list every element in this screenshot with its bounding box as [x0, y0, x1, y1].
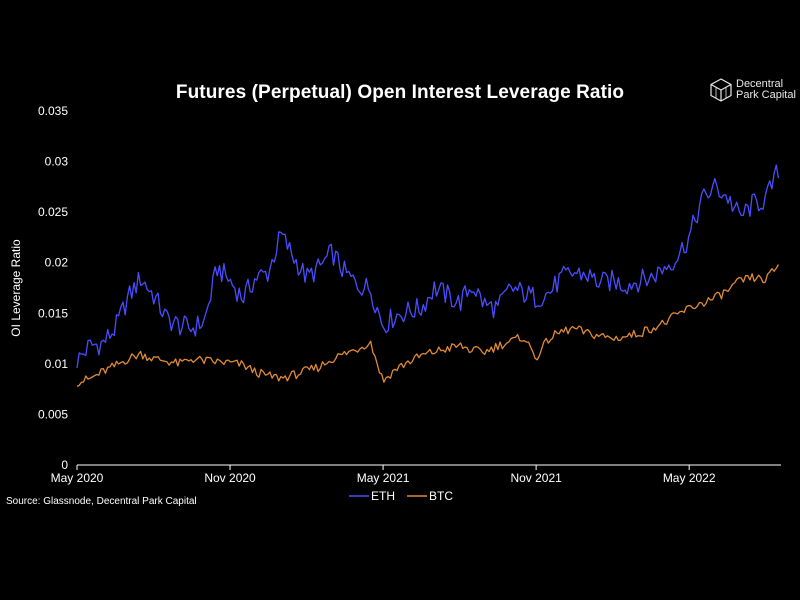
y-tick-label: 0.025: [38, 205, 68, 219]
source-note: Source: Glassnode, Decentral Park Capita…: [6, 496, 197, 507]
brand-line-1: Decentral: [736, 78, 784, 90]
brand-name: Decentral Park Capital: [736, 79, 796, 101]
brand-line-2: Park Capital: [736, 89, 796, 101]
legend-label-btc: BTC: [429, 489, 453, 503]
x-tick-label: Nov 2020: [204, 471, 256, 485]
y-tick-label: 0: [61, 458, 68, 472]
x-tick-label: May 2020: [51, 471, 104, 485]
series-line-btc: [76, 264, 779, 387]
series-line-eth: [76, 164, 780, 368]
x-tick-label: May 2021: [357, 471, 410, 485]
cube-logo-icon: [710, 78, 732, 102]
chart-title: Futures (Perpetual) Open Interest Levera…: [175, 82, 625, 103]
legend-label-eth: ETH: [371, 489, 395, 503]
y-tick-label: 0.03: [45, 155, 69, 169]
x-tick-label: May 2022: [663, 471, 716, 485]
y-tick-label: 0.01: [45, 357, 69, 371]
y-tick-label: 0.015: [38, 306, 68, 320]
y-tick-label: 0.02: [45, 256, 69, 270]
brand-logo: Decentral Park Capital: [710, 78, 796, 102]
x-tick-label: Nov 2021: [510, 471, 562, 485]
y-tick-label: 0.005: [38, 407, 68, 421]
y-axis-label: OI Leverage Ratio: [9, 239, 23, 337]
y-tick-label: 0.035: [38, 104, 68, 118]
